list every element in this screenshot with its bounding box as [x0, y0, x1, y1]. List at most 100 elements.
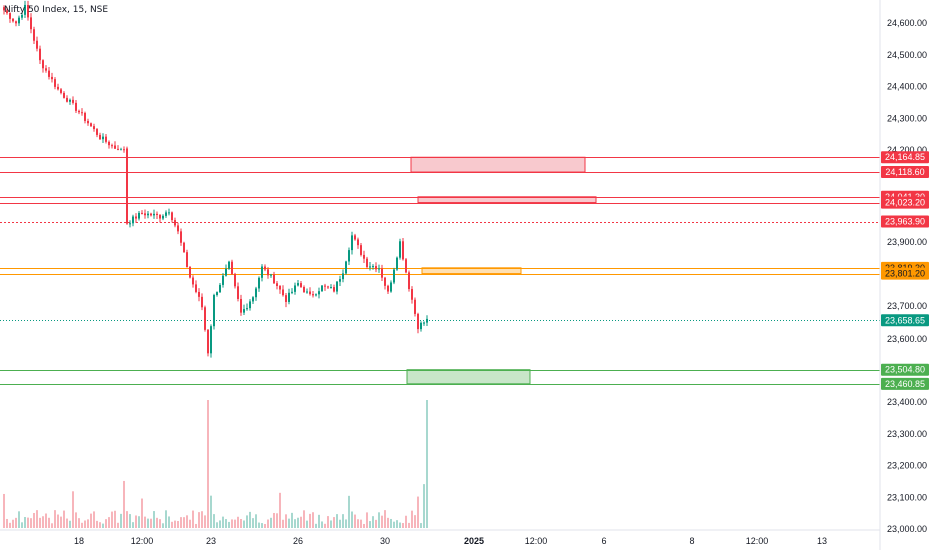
volume-bar — [108, 517, 110, 528]
candle-body — [360, 245, 362, 255]
volume-bar — [192, 510, 194, 528]
candle-body — [147, 213, 149, 216]
volume-bar — [96, 520, 98, 528]
volume-bar — [276, 513, 278, 528]
volume-bar — [393, 521, 395, 528]
volume-bar — [111, 511, 113, 528]
volume-bar — [252, 518, 254, 528]
price-tag[interactable]: 23,460.85 — [881, 377, 929, 390]
price-tick-label: 23,600.00 — [887, 334, 927, 344]
candle-body — [138, 212, 140, 219]
volume-bar — [105, 519, 107, 528]
volume-bar — [195, 523, 197, 528]
volume-bar — [210, 495, 212, 528]
time-tick-label: 2025 — [464, 536, 484, 546]
volume-bar — [267, 519, 269, 528]
volume-bar — [279, 492, 281, 528]
volume-bar — [162, 523, 164, 528]
volume-bar — [297, 517, 299, 528]
price-tag-bg — [881, 377, 929, 390]
candle-body — [93, 126, 95, 130]
volume-bar — [33, 512, 35, 528]
candle-body — [90, 123, 92, 127]
candle-body — [177, 225, 179, 232]
volume-bar — [342, 514, 344, 528]
volume-bar — [288, 518, 290, 528]
volume-bar — [261, 523, 263, 528]
volume-bar — [99, 522, 101, 528]
time-axis[interactable]: 18 12:00 23 26 30 2025 12:00 6 8 12:00 13 — [74, 536, 827, 546]
candle-body — [192, 277, 194, 285]
candle-body — [384, 277, 386, 286]
volume-bar — [63, 510, 65, 528]
candle-body — [3, 7, 5, 11]
candle-body — [276, 283, 278, 287]
zone-box[interactable] — [417, 196, 597, 204]
candle-body — [270, 274, 272, 276]
time-tick-label: 12:00 — [525, 536, 548, 546]
zone-box[interactable] — [410, 156, 586, 173]
candle-body — [297, 283, 299, 286]
symbol-title: Nifty 50 Index, 15, NSE — [4, 5, 109, 15]
candle-body — [246, 308, 248, 310]
volume-bar — [150, 518, 152, 528]
candle-body — [387, 285, 389, 292]
candle-body — [273, 274, 275, 284]
candle-body — [84, 112, 86, 121]
volume-bar — [264, 523, 266, 528]
volume-bar — [363, 523, 365, 528]
candle-body — [417, 313, 419, 330]
volume-bar — [153, 511, 155, 528]
price-tag-bg — [881, 166, 929, 179]
candle-body — [72, 99, 74, 103]
price-tag[interactable]: 23,504.80 — [881, 363, 929, 376]
candle-body — [315, 294, 317, 296]
price-axis[interactable]: 24,600.00 24,500.00 24,400.00 24,300.00 24,2… — [887, 18, 927, 534]
candle-body — [243, 309, 245, 313]
volume-bar — [402, 523, 404, 528]
price-tag[interactable]: 23,801.20 — [881, 267, 929, 280]
volume-bar — [123, 480, 125, 528]
candle-body — [195, 284, 197, 292]
price-tag[interactable]: 23,963.90 — [881, 215, 929, 228]
volume-bar — [45, 513, 47, 528]
volume-bar — [258, 522, 260, 528]
candle-body — [78, 110, 80, 113]
zone-box[interactable] — [421, 267, 522, 275]
volume-bar — [285, 514, 287, 528]
price-tags-layer: 24,164.8524,118.6024,041.3024,023.2023,9… — [881, 151, 929, 390]
volume-bar — [345, 519, 347, 528]
candle-body — [102, 136, 104, 140]
candle-body — [180, 231, 182, 243]
candle-body — [126, 148, 128, 224]
candle-body — [99, 134, 101, 140]
candle-body — [24, 4, 26, 15]
volume-bar — [183, 517, 185, 528]
candle-body — [186, 252, 188, 268]
volume-bar — [330, 520, 332, 528]
candle-body — [18, 17, 20, 24]
candle-body — [69, 99, 71, 102]
candle-body — [21, 14, 23, 18]
price-tag[interactable]: 24,118.60 — [881, 166, 929, 179]
price-tick-label: 23,100.00 — [887, 492, 927, 502]
candle-body — [150, 213, 152, 216]
price-tag[interactable]: 24,164.85 — [881, 151, 929, 164]
volume-bar — [138, 516, 140, 528]
volume-bar — [246, 515, 248, 528]
price-tag[interactable]: 24,023.20 — [881, 196, 929, 209]
candle-body — [294, 285, 296, 292]
price-tag[interactable]: 23,658.65 — [881, 314, 929, 327]
volume-bar — [198, 512, 200, 528]
volume-bar — [3, 493, 5, 528]
candle-body — [240, 298, 242, 313]
price-tick-label: 24,600.00 — [887, 18, 927, 28]
volume-bar — [201, 511, 203, 528]
volume-bar — [240, 518, 242, 528]
volume-bar — [57, 514, 59, 528]
volume-bar — [372, 516, 374, 528]
candle-body — [369, 266, 371, 268]
zone-box[interactable] — [406, 369, 531, 385]
volume-bar — [174, 520, 176, 528]
